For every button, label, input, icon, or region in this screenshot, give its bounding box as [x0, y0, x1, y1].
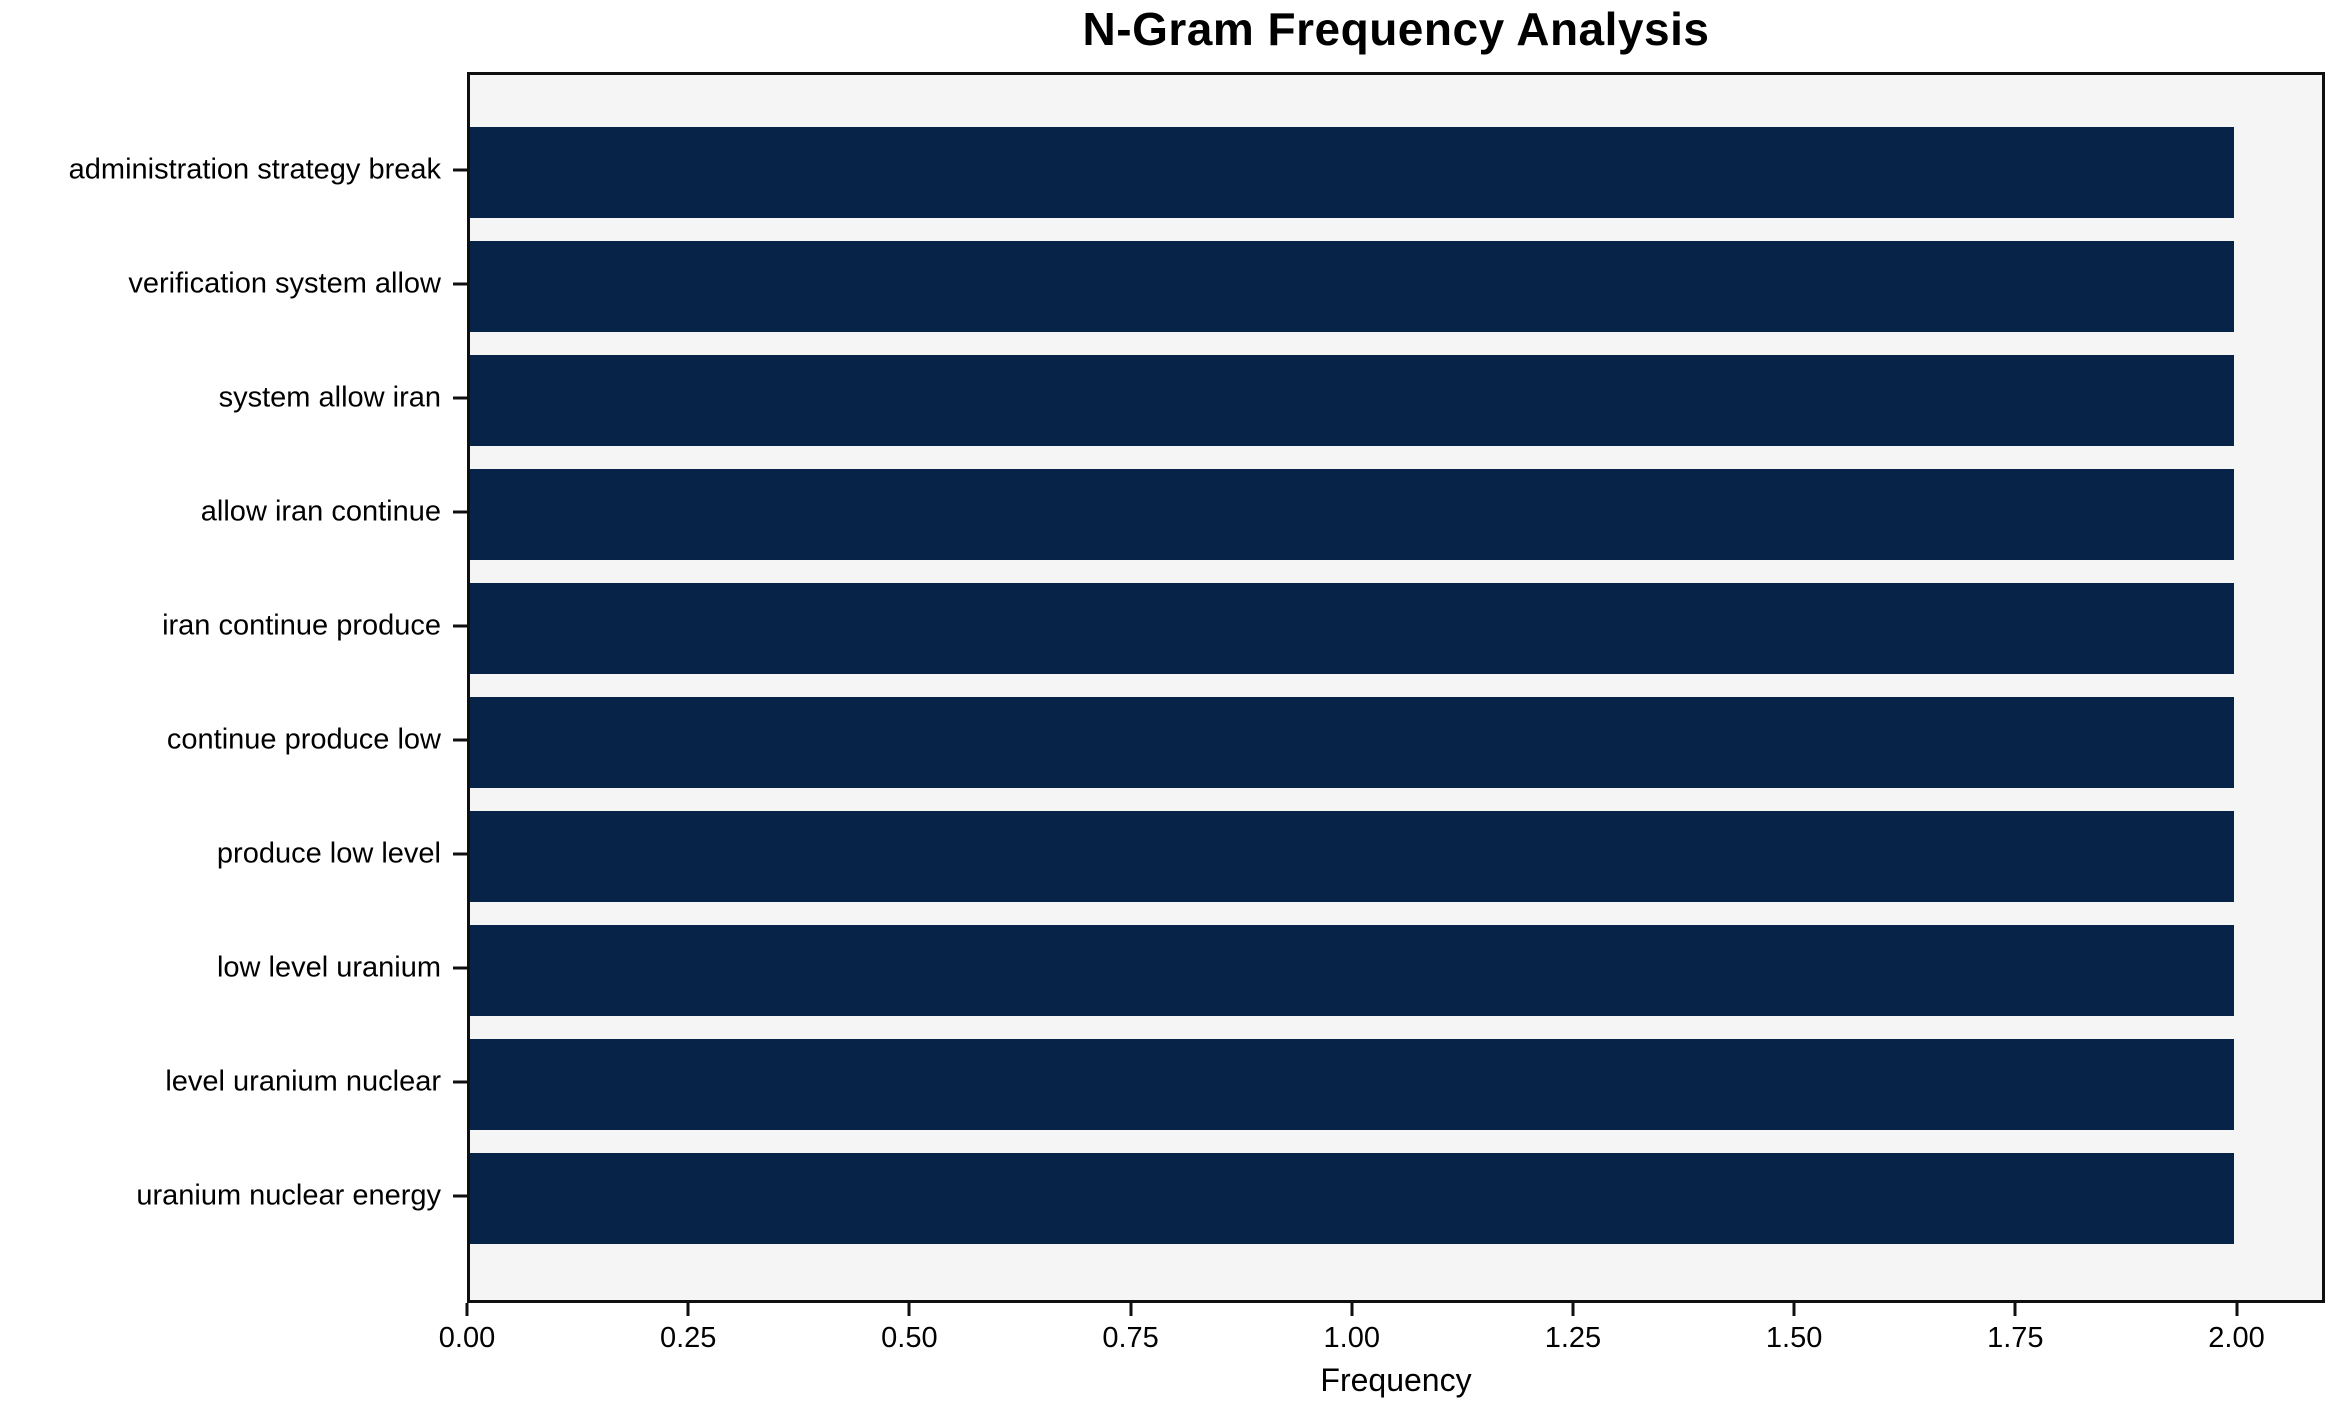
x-tick-label: 1.25: [1544, 1322, 1602, 1354]
y-tick-mark: [453, 1080, 467, 1083]
x-tick-mark: [1129, 1303, 1133, 1316]
x-tick-mark: [2013, 1303, 2017, 1316]
y-tick-mark: [453, 966, 467, 969]
x-tick-mark: [1571, 1303, 1575, 1316]
bar-row: [470, 697, 2322, 788]
y-tick-label: low level uranium: [216, 951, 441, 983]
x-tick-label: 0.50: [881, 1322, 938, 1354]
x-tick-mark: [1792, 1303, 1796, 1316]
y-tick-mark: [453, 1194, 467, 1197]
frequency-bar: [470, 697, 2234, 788]
bar-row: [470, 355, 2322, 446]
x-tick-label: 0.25: [659, 1322, 717, 1354]
frequency-bar: [470, 1153, 2234, 1244]
y-tick-label: produce low level: [216, 837, 441, 869]
y-tick-label: continue produce low: [166, 723, 441, 755]
frequency-bar: [470, 811, 2234, 902]
frequency-bar: [470, 925, 2234, 1016]
y-tick-mark: [453, 510, 467, 513]
x-tick-label: 2.00: [2208, 1322, 2265, 1354]
y-tick-mark: [453, 738, 467, 741]
x-tick-mark: [465, 1303, 469, 1316]
x-axis-title: Frequency: [1320, 1362, 1472, 1398]
frequency-bar: [470, 127, 2234, 218]
bar-row: [470, 127, 2322, 218]
bar-row: [470, 925, 2322, 1016]
x-tick-label: 1.75: [1987, 1322, 2044, 1354]
bar-row: [470, 1153, 2322, 1244]
y-tick-label: allow iran continue: [200, 495, 441, 527]
frequency-bar: [470, 241, 2234, 332]
frequency-bar: [470, 1039, 2234, 1130]
frequency-bar: [470, 583, 2234, 674]
x-tick-label: 0.75: [1102, 1322, 1159, 1354]
bar-row: [470, 469, 2322, 560]
y-tick-label: uranium nuclear energy: [136, 1179, 441, 1211]
x-tick-mark: [1350, 1303, 1354, 1316]
plot-area: [467, 72, 2325, 1303]
x-tick-label: 0.00: [438, 1322, 496, 1354]
x-tick-mark: [907, 1303, 911, 1316]
y-tick-mark: [453, 282, 467, 285]
y-tick-label: administration strategy break: [68, 153, 441, 185]
y-tick-label: verification system allow: [128, 267, 441, 299]
x-tick-label: 1.00: [1323, 1322, 1380, 1354]
x-tick-mark: [2235, 1303, 2239, 1316]
x-tick-label: 1.50: [1765, 1322, 1823, 1354]
y-tick-mark: [453, 396, 467, 399]
frequency-bar: [470, 469, 2234, 560]
frequency-bar: [470, 355, 2234, 446]
chart-title: N-Gram Frequency Analysis: [1082, 3, 1710, 55]
bar-row: [470, 1039, 2322, 1130]
y-tick-label: iran continue produce: [162, 609, 441, 641]
bar-row: [470, 583, 2322, 674]
y-tick-label: system allow iran: [218, 381, 441, 413]
y-tick-mark: [453, 624, 467, 627]
y-tick-mark: [453, 168, 467, 171]
bar-row: [470, 811, 2322, 902]
y-tick-mark: [453, 852, 467, 855]
y-tick-label: level uranium nuclear: [165, 1065, 441, 1097]
x-tick-mark: [686, 1303, 690, 1316]
bar-row: [470, 241, 2322, 332]
